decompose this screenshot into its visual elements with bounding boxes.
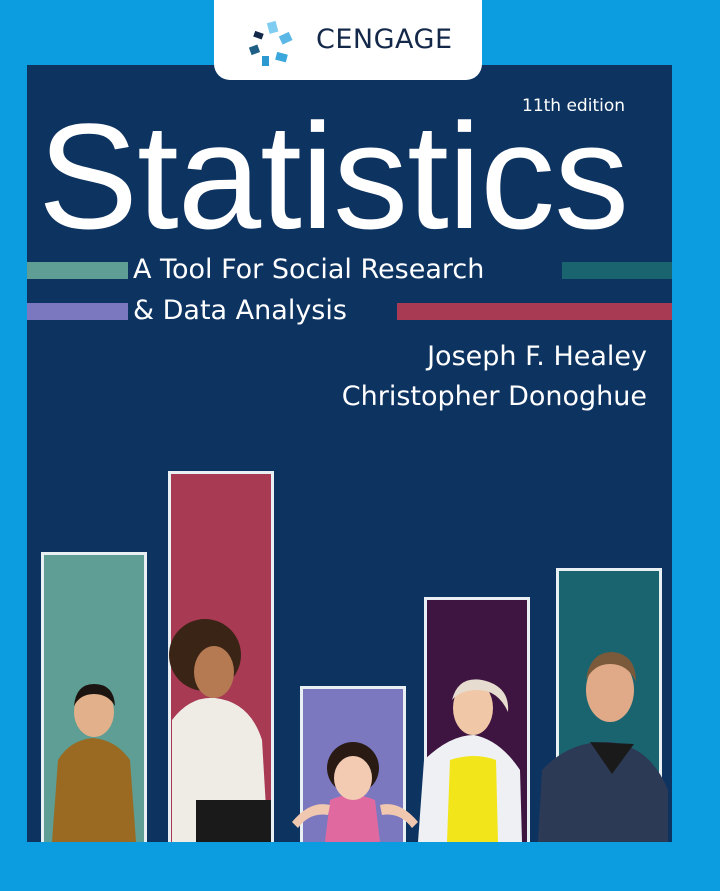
subtitle-line-1: A Tool For Social Research <box>133 254 485 285</box>
edition-label: 11th edition <box>522 96 626 116</box>
person-man-curly <box>169 619 271 842</box>
person-woman-blonde <box>418 679 522 842</box>
person-woman-left <box>52 684 136 842</box>
subtitle-line-2: & Data Analysis <box>133 295 347 326</box>
stripe-teal <box>27 262 128 279</box>
person-child <box>292 742 418 842</box>
cengage-logo-icon <box>248 20 293 66</box>
stripe-lavender <box>27 303 128 320</box>
author-2: Christopher Donoghue <box>341 381 647 412</box>
book-title: Statistics <box>38 92 629 260</box>
stripe-dark-teal <box>562 262 672 279</box>
author-1: Joseph F. Healey <box>427 341 647 372</box>
stripe-crimson <box>397 303 672 320</box>
person-man-jacket <box>538 652 668 842</box>
publisher-name: CENGAGE <box>316 24 453 55</box>
publisher-logo: CENGAGE <box>214 0 482 80</box>
